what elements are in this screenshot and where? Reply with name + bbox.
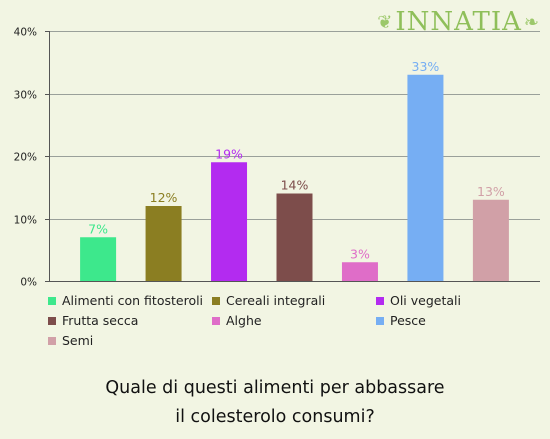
- legend-swatch: [376, 316, 384, 325]
- legend-swatch: [48, 296, 56, 305]
- leaf-icon: ❦: [377, 11, 394, 33]
- bar-2: [145, 206, 182, 281]
- data-label: 13%: [477, 184, 505, 199]
- legend-label: Semi: [62, 333, 94, 348]
- legend-item: Semi: [48, 332, 212, 349]
- legend-item: Frutta secca: [48, 312, 212, 329]
- legend-item: Alimenti con fitosteroli: [48, 292, 212, 309]
- data-label: 33%: [412, 59, 440, 74]
- legend-swatch: [376, 296, 384, 305]
- bar-1: [80, 237, 117, 281]
- logo-text: INNATIA: [395, 7, 522, 37]
- legend-item: Pesce: [376, 312, 538, 329]
- leaf-icon: ❧: [523, 11, 540, 33]
- data-label: 7%: [88, 221, 108, 236]
- y-tick-label: 0%: [20, 277, 37, 289]
- chart-legend: Alimenti con fitosteroli Cereali integral…: [48, 292, 538, 349]
- legend-label: Oli vegetali: [390, 293, 461, 308]
- legend-item: Oli vegetali: [376, 292, 538, 309]
- legend-item: Cereali integrali: [212, 292, 376, 309]
- legend-swatch: [212, 316, 220, 325]
- brand-logo: ❦ INNATIA ❧: [377, 6, 540, 38]
- legend-label: Cereali integrali: [226, 293, 326, 308]
- question-line-1: Quale di questi alimenti per abbassare: [105, 378, 445, 398]
- question-text: Quale di questi alimenti per abbassare i…: [0, 374, 550, 432]
- question-line-2: il colesterolo consumi?: [175, 407, 375, 427]
- data-label: 14%: [281, 178, 309, 193]
- legend-label: Alghe: [226, 313, 262, 328]
- bar-7: [472, 199, 509, 281]
- data-label: 12%: [150, 190, 178, 205]
- legend-swatch: [212, 296, 220, 305]
- data-label: 19%: [215, 146, 243, 161]
- legend-label: Pesce: [390, 313, 426, 328]
- bar-5: [341, 262, 378, 281]
- legend-label: Frutta secca: [62, 313, 139, 328]
- y-tick-label: 40%: [14, 27, 37, 39]
- y-tick-label: 10%: [14, 215, 37, 227]
- legend-swatch: [48, 316, 56, 325]
- legend-item: Alghe: [212, 312, 376, 329]
- bar-6: [407, 74, 444, 281]
- bar-3: [211, 162, 248, 281]
- legend-swatch: [48, 336, 56, 345]
- bar-4: [276, 193, 313, 281]
- data-label: 3%: [350, 246, 370, 261]
- legend-label: Alimenti con fitosteroli: [62, 293, 204, 308]
- y-tick-label: 20%: [14, 152, 37, 164]
- y-tick-label: 30%: [14, 90, 37, 102]
